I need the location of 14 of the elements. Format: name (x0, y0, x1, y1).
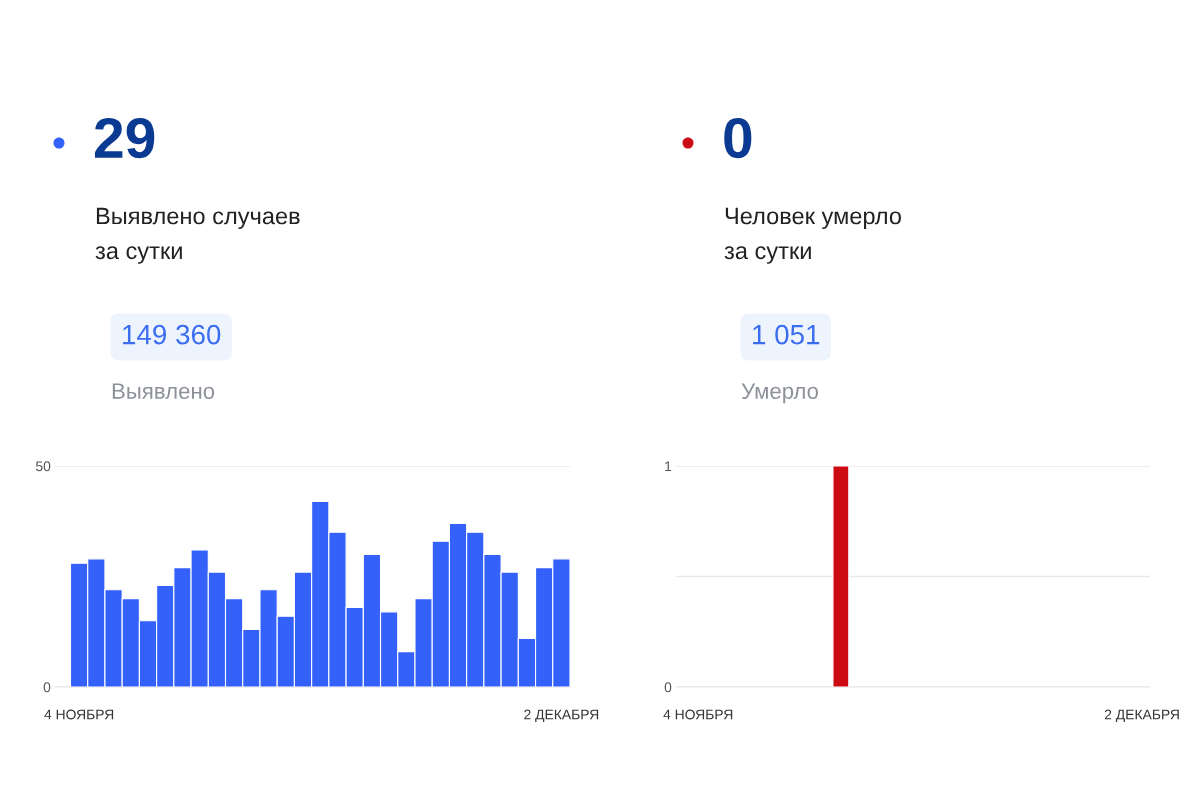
text: Умерло (741, 383, 819, 404)
x-tick-label: 4 НОЯБРЯ (44, 709, 114, 720)
y-tick-label: 1 (665, 461, 672, 472)
x-tick-label: 2 ДЕКАБРЯ (524, 709, 599, 723)
chart-title: 29 (94, 117, 155, 159)
text: 149 360 (123, 324, 221, 345)
text: Выявлено (112, 383, 215, 399)
chart-subtitle: Выявлено случаев за сутки (95, 207, 300, 264)
x-tick-label: 2 ДЕКАБРЯ (1104, 709, 1179, 723)
y-tick-label: 50 (35, 461, 51, 472)
chart-title: 0 (724, 117, 752, 159)
chart-subtitle: Человек умерло за сутки (724, 207, 901, 264)
x-tick-label: 4 НОЯБРЯ (663, 709, 733, 720)
text: 1 051 (753, 324, 820, 345)
